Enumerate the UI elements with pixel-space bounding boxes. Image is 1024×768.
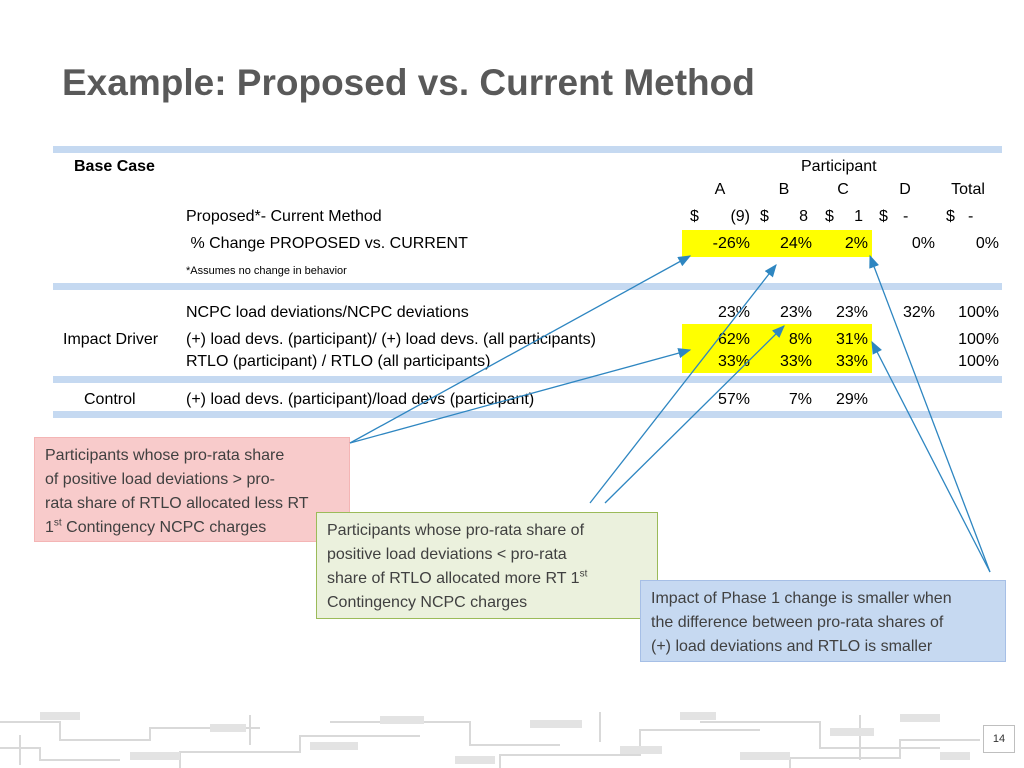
arrow-line: [349, 348, 692, 444]
currency-symbol: $: [946, 208, 955, 225]
cell-value: 29%: [835, 391, 868, 408]
impact-driver-label: Impact Driver: [63, 331, 159, 348]
callout-text: 1: [45, 519, 54, 536]
arrow-line: [349, 255, 692, 444]
row-label: NCPC load deviations/NCPC deviations: [186, 304, 469, 321]
cell-value: 23%: [835, 304, 868, 321]
highlight-pct-change: [682, 230, 872, 257]
cell-value: 62%: [717, 331, 750, 348]
cell-value: 2%: [844, 235, 868, 252]
cell-value: 57%: [717, 391, 750, 408]
currency-symbol: $: [879, 208, 888, 225]
column-header-total: Total: [951, 181, 985, 198]
row-label: Proposed*- Current Method: [186, 208, 382, 225]
cell-value: 100%: [958, 331, 999, 348]
cell-value: (9): [730, 208, 750, 225]
cell-value: 32%: [902, 304, 935, 321]
cell-value: 100%: [958, 304, 999, 321]
table-band-lower: [53, 376, 1002, 383]
cell-value: 8%: [788, 331, 812, 348]
callout-line: Participants whose pro-rata share: [45, 447, 285, 464]
column-header-d: D: [899, 181, 911, 198]
callout-line: of positive load deviations > pro-: [45, 471, 275, 488]
arrow-line: [589, 263, 777, 504]
cell-value: 33%: [779, 353, 812, 370]
arrow-line: [604, 325, 785, 504]
callout-line: (+) load deviations and RTLO is smaller: [651, 638, 933, 655]
callout-line: Participants whose pro-rata share of: [327, 522, 585, 539]
footnote: *Assumes no change in behavior: [186, 265, 347, 277]
cell-value: 31%: [835, 331, 868, 348]
callout-text: share of RTLO allocated more RT 1: [327, 570, 580, 587]
row-label: (+) load devs. (participant)/load devs (…: [186, 391, 535, 408]
column-header-b: B: [778, 181, 790, 198]
currency-symbol: $: [760, 208, 769, 225]
callout-line: Impact of Phase 1 change is smaller when: [651, 590, 952, 607]
control-label: Control: [84, 391, 136, 408]
arrow-line: [869, 254, 991, 573]
cell-value: 7%: [788, 391, 812, 408]
superscript: st: [579, 568, 588, 580]
cell-value: 8: [799, 208, 808, 225]
row-label: RTLO (participant) / RTLO (all participa…: [186, 353, 491, 370]
cell-value: 23%: [779, 304, 812, 321]
superscript: st: [53, 517, 62, 529]
row-label: % Change PROPOSED vs. CURRENT: [186, 235, 468, 252]
cell-value: -: [968, 208, 974, 225]
column-header-c: C: [837, 181, 849, 198]
column-header-a: A: [714, 181, 726, 198]
slide-title: Example: Proposed vs. Current Method: [62, 62, 755, 103]
table-band-bottom: [53, 411, 1002, 418]
callout-line: the difference between pro-rata shares o…: [651, 614, 944, 631]
callout-positive-share-greater: Participants whose pro-rata share of pos…: [34, 437, 350, 542]
cell-value: 24%: [779, 235, 812, 252]
callout-phase1-impact: Impact of Phase 1 change is smaller when…: [640, 580, 1006, 662]
cell-value: -26%: [712, 235, 750, 252]
cell-value: 100%: [958, 353, 999, 370]
callout-positive-share-less: Participants whose pro-rata share of pos…: [316, 512, 658, 619]
page-number: 14: [983, 725, 1015, 753]
cell-value: 1: [854, 208, 863, 225]
participant-header: Participant: [801, 158, 877, 175]
cell-value: 0%: [975, 235, 999, 252]
currency-symbol: $: [825, 208, 834, 225]
callout-line: share of RTLO allocated more RT 1st: [327, 567, 647, 591]
row-label: (+) load devs. (participant)/ (+) load d…: [186, 331, 596, 348]
callout-line: rata share of RTLO allocated less RT: [45, 495, 309, 512]
callout-line: 1st Contingency NCPC charges: [45, 516, 339, 540]
base-case-label: Base Case: [74, 158, 155, 175]
cell-value: 33%: [835, 353, 868, 370]
currency-symbol: $: [690, 208, 699, 225]
cell-value: 0%: [911, 235, 935, 252]
callout-line: positive load deviations < pro-rata: [327, 546, 567, 563]
callout-line: Contingency NCPC charges: [327, 594, 528, 611]
table-band-top: [53, 146, 1002, 153]
cell-value: 33%: [717, 353, 750, 370]
table-band-mid: [53, 283, 1002, 290]
cell-value: -: [903, 208, 909, 225]
callout-text: Contingency NCPC charges: [61, 519, 267, 536]
arrow-line: [871, 340, 991, 573]
